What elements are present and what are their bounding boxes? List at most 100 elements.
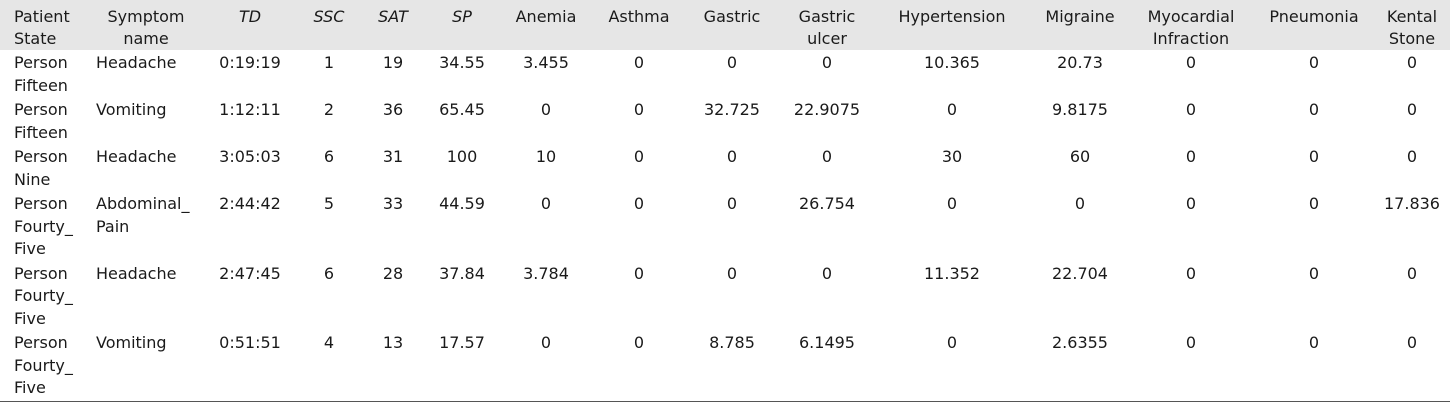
table-cell: 1 [323, 53, 335, 72]
table-cell: 0 [633, 53, 645, 72]
table-cell: 31 [382, 147, 404, 166]
table-cell: 30 [941, 147, 963, 166]
col-header-anemia: Anemia [515, 7, 577, 26]
col-header-ssc: SSC [313, 7, 345, 26]
table-cell: 22.9075 [793, 100, 861, 119]
table-cell: 6.1495 [782, 330, 872, 402]
table-cell: 0 [540, 194, 552, 213]
table-cell: 0 [726, 147, 738, 166]
table-row: Person Fourty_ Five Headache 2:47:45 6 28 37.… [0, 261, 1450, 331]
table-cell: Person Fifteen [14, 53, 68, 95]
table-row: Person Fourty_ Five Abdominal_ Pain 2:44:4… [0, 191, 1450, 261]
table-cell: 0 [1185, 194, 1197, 213]
table-cell: 0 [1406, 100, 1418, 119]
table-cell: 34.55 [439, 53, 485, 72]
col-header-pneumonia: Pneumonia [1269, 7, 1359, 26]
table-cell: 3.455 [523, 53, 569, 72]
table-cell: Vomiting [88, 330, 200, 402]
table-cell: 0 [1185, 147, 1197, 166]
table-cell: 6 [323, 147, 335, 166]
table-cell: Person Fourty_ Five [0, 330, 88, 402]
table-cell: 17.836 [1384, 194, 1440, 213]
col-header-gastric: Gastric [703, 7, 761, 26]
col-header-migraine: Migraine [1045, 7, 1115, 26]
table-cell: 33 [382, 194, 404, 213]
table-cell: 0 [1308, 100, 1320, 119]
table-cell: 6 [323, 263, 335, 283]
col-header-asthma: Asthma [608, 7, 670, 26]
col-header-hypertension: Hypertension [898, 7, 1006, 26]
table-cell: 10.365 [924, 53, 980, 72]
table-cell: Headache [96, 53, 177, 72]
table-cell: 0 [1185, 100, 1197, 119]
table-cell: 2.6355 [1032, 330, 1128, 402]
table-cell: 0 [946, 100, 958, 119]
table-cell: 0 [633, 263, 645, 283]
table-cell: 0 [1185, 53, 1197, 72]
table-cell: 9.8175 [1052, 100, 1108, 119]
table-cell: 0 [1308, 194, 1320, 213]
table-cell: 0 [540, 100, 552, 119]
table-cell: 0 [633, 100, 645, 119]
table-cell: 0 [596, 330, 682, 402]
table-cell: 0 [1128, 330, 1254, 402]
table-cell: 11.352 [924, 263, 980, 283]
table-cell: 0 [1074, 194, 1086, 213]
table-cell: 0:19:19 [219, 53, 281, 72]
table-cell: 4 [300, 330, 358, 402]
table-cell: 37.84 [439, 263, 485, 283]
table-cell: 0 [1374, 330, 1450, 402]
table-cell: 20.73 [1057, 53, 1103, 72]
table-cell: 0 [726, 194, 738, 213]
table-cell: 0:51:51 [200, 330, 300, 402]
table-cell: 0 [946, 194, 958, 213]
table-cell: 3.784 [523, 263, 569, 283]
col-header-sat: SAT [378, 7, 408, 26]
table-cell: 10 [535, 147, 557, 166]
table-cell: 36 [382, 100, 404, 119]
table-cell: 3:05:03 [219, 147, 281, 166]
table-cell: 65.45 [439, 100, 485, 119]
table-cell: 0 [821, 53, 833, 72]
table-cell: 13 [358, 330, 428, 402]
table-cell: 28 [382, 263, 404, 283]
table-cell: 0 [1406, 263, 1418, 283]
table-cell: 0 [1308, 53, 1320, 72]
header-row: Patient State Symptom name TD SSC SAT SP… [0, 0, 1450, 50]
table-row: Person Fifteen Headache 0:19:19 1 19 34.55 3.4… [0, 50, 1450, 97]
table-cell: Person Nine [14, 147, 68, 189]
table-row: Person Fourty_ Five Vomiting 0:51:51 4 13 17.… [0, 330, 1450, 402]
col-header-symptom-name: Symptom name [107, 7, 185, 48]
table-cell: 0 [1308, 263, 1320, 283]
table-cell: 22.704 [1052, 263, 1108, 283]
table-cell: Headache [96, 263, 177, 283]
table-cell: 1:12:11 [219, 100, 281, 119]
table-cell: 0 [1185, 263, 1197, 283]
col-header-gastric-ulcer: Gastric ulcer [798, 7, 856, 48]
table-cell: Person Fourty_ Five [14, 263, 73, 328]
table-cell: 0 [726, 263, 738, 283]
table-cell: Abdominal_ Pain [96, 194, 190, 236]
table-cell: 60 [1069, 147, 1091, 166]
table-cell: 0 [821, 147, 833, 166]
table-cell: 26.754 [799, 194, 855, 213]
table-cell: 0 [633, 194, 645, 213]
table-cell: 2:44:42 [219, 194, 281, 213]
table-cell: 17.57 [428, 330, 496, 402]
col-header-patient-state: Patient State [14, 7, 70, 48]
table-cell: 2 [323, 100, 335, 119]
table-cell: 44.59 [439, 194, 485, 213]
col-header-myocardial-infraction: Myocardial Infraction [1147, 7, 1235, 48]
table-cell: Vomiting [96, 100, 167, 119]
table-cell: 0 [821, 263, 833, 283]
table-cell: 8.785 [682, 330, 782, 402]
table-cell: Person Fifteen [14, 100, 68, 142]
table-cell: 0 [1254, 330, 1374, 402]
col-header-kental-stone: Kental Stone [1386, 7, 1438, 48]
table-row: Person Fifteen Vomiting 1:12:11 2 36 65.45 0 0 3… [0, 97, 1450, 144]
table-cell: 0 [1406, 147, 1418, 166]
table-cell: 0 [726, 53, 738, 72]
table-cell: 0 [1406, 53, 1418, 72]
table-cell: 5 [323, 194, 335, 213]
